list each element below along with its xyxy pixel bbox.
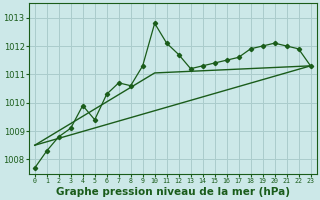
X-axis label: Graphe pression niveau de la mer (hPa): Graphe pression niveau de la mer (hPa)	[56, 187, 290, 197]
